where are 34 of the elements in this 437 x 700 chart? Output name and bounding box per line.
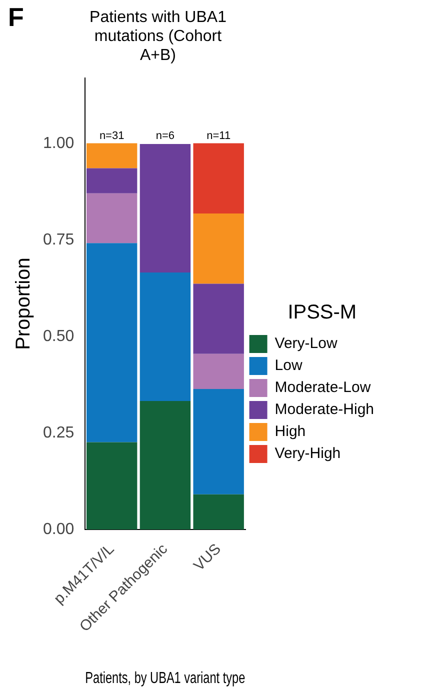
bar <box>86 243 138 442</box>
annotation: n=11 <box>206 130 231 142</box>
text: F <box>8 2 24 33</box>
y-tick-label: 0.50 <box>43 328 74 345</box>
y-tick-label: 0.25 <box>43 424 74 442</box>
bar <box>140 144 191 273</box>
legend-label: Very-Low <box>274 335 352 352</box>
bar <box>86 193 138 244</box>
legend-label: High <box>274 423 321 440</box>
y-axis-title: Proportion <box>12 258 35 350</box>
bar <box>86 143 138 168</box>
annotation: n=31 <box>99 130 124 142</box>
legend-label: Moderate-Low <box>274 379 386 396</box>
bar <box>140 272 191 402</box>
bar <box>193 389 244 494</box>
bar <box>193 354 244 390</box>
bar <box>193 284 244 354</box>
legend-label: Moderate-High <box>274 401 390 418</box>
bar <box>193 213 244 284</box>
legend-label: Very-High <box>274 445 356 462</box>
y-tick-label: 0.00 <box>43 520 74 538</box>
bar <box>86 168 138 194</box>
bar <box>193 494 244 530</box>
legend-label: Low <box>274 357 318 374</box>
annotation: n=6 <box>156 130 175 142</box>
y-tick-label: 0.75 <box>43 231 74 248</box>
x-axis-title: Patients, by UBA1 variant type <box>85 668 246 686</box>
x-tick-label: VUS <box>190 540 224 574</box>
bar <box>140 401 191 530</box>
bar <box>86 442 138 530</box>
chart-title: Patients with UBA1 mutations (Cohort A+B) <box>88 8 228 65</box>
bar <box>193 143 244 214</box>
legend-title: IPSS-M <box>288 302 357 324</box>
y-tick-label: 1.00 <box>43 135 74 152</box>
